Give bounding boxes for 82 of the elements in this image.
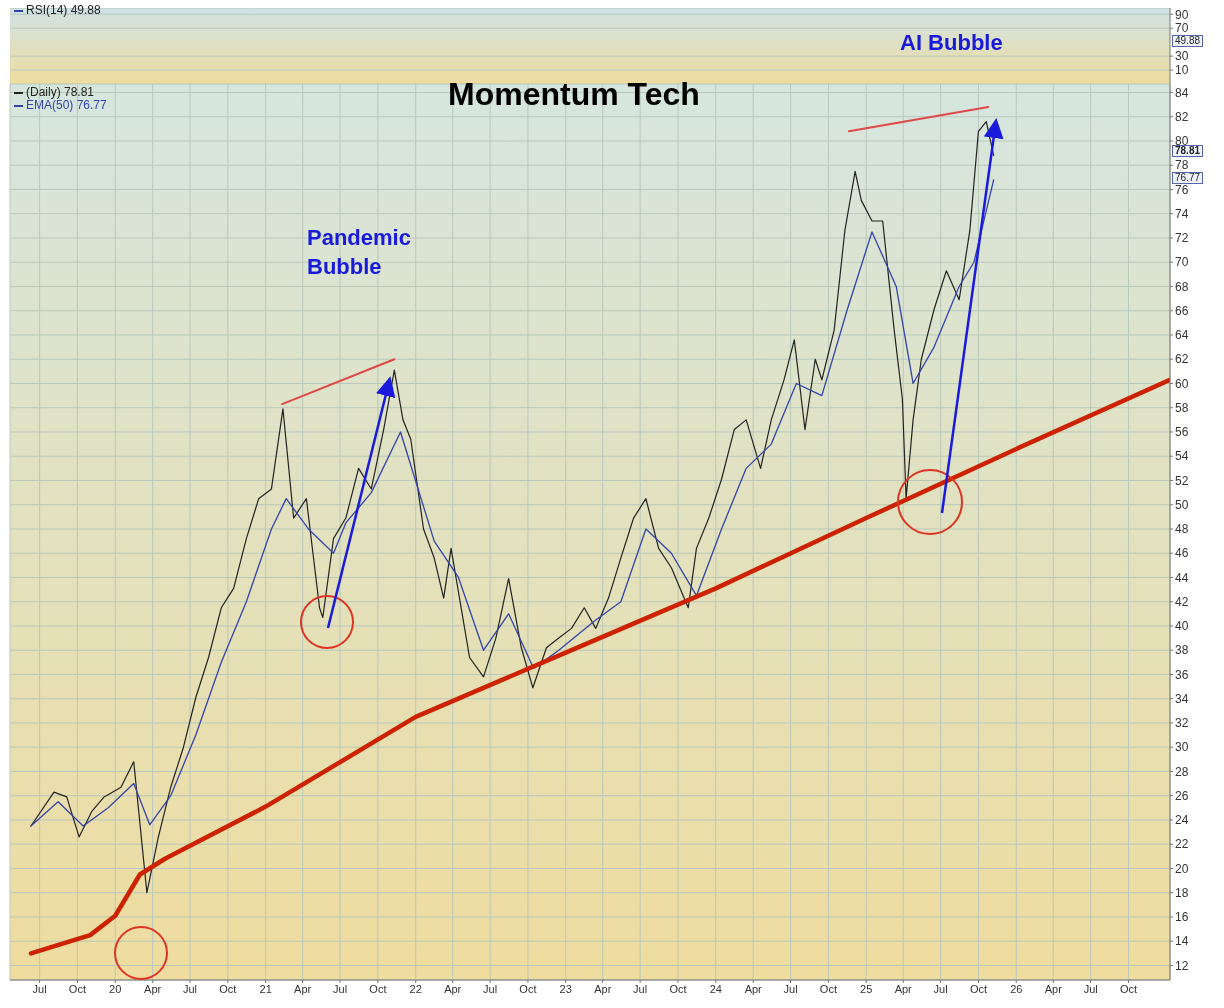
annotation: Pandemic Bubble (307, 224, 412, 281)
y-tick-label: 48 (1175, 522, 1189, 537)
y-tick-label: 54 (1175, 449, 1189, 464)
x-tick-label: 22 (409, 982, 422, 995)
y-tick-label: 78 (1175, 158, 1189, 173)
y-tick-label: 84 (1175, 85, 1189, 100)
x-tick-label: Oct (68, 982, 86, 995)
annotation: AI Bubble (900, 29, 1004, 57)
y-tick-label: 74 (1175, 206, 1189, 221)
line-series (30, 120, 995, 894)
y-tick-label: 22 (1175, 837, 1189, 852)
x-tick-label: Oct (819, 982, 837, 995)
y-tick-label: 46 (1175, 546, 1189, 561)
y-tick-label: 70 (1175, 255, 1189, 270)
legend-label: RSI(14) 49.88 (26, 3, 101, 17)
x-tick-label: Apr (594, 982, 612, 995)
y-tick-label: 70 (1175, 21, 1189, 36)
x-tick-label: 24 (709, 982, 722, 995)
text: 78.81 (1172, 145, 1204, 157)
x-tick-label: Jul (333, 982, 348, 995)
y-tick-label: 12 (1175, 958, 1189, 973)
x-tick-label: Jul (483, 982, 498, 995)
y-tick-label: 56 (1175, 425, 1189, 440)
y-tick-label: 76 (1175, 182, 1189, 197)
x-tick-label: Oct (669, 982, 687, 995)
x-tick-label: Oct (519, 982, 537, 995)
x-tick-label: 20 (109, 982, 122, 995)
legend-label: EMA(50) 76.77 (26, 98, 107, 112)
y-tick-label: 82 (1175, 110, 1189, 124)
y-tick-label: 30 (1175, 740, 1189, 755)
y-tick-label: 40 (1175, 619, 1189, 634)
y-tick-label: 34 (1175, 691, 1189, 706)
y-tick-label: 58 (1175, 400, 1189, 415)
y-tick-label: 20 (1175, 861, 1189, 876)
x-tick-label: 23 (559, 982, 572, 995)
y-tick-label: 10 (1175, 63, 1189, 78)
y-tick-label: 62 (1175, 352, 1189, 367)
x-tick-label: Jul (933, 982, 948, 995)
y-tick-label: 26 (1175, 788, 1189, 803)
x-tick-label: Apr (294, 982, 312, 995)
x-tick-label: 21 (259, 982, 272, 995)
y-tick-label: 60 (1175, 376, 1189, 391)
text: 76.77 (1172, 172, 1204, 184)
x-tick-label: Jul (633, 982, 648, 995)
x-tick-label: Apr (444, 982, 462, 995)
x-tick-label: Apr (894, 982, 913, 995)
y-tick-label: 52 (1175, 473, 1189, 488)
text: 49.88 (1172, 35, 1204, 47)
y-tick-label: 42 (1175, 594, 1189, 609)
y-tick-label: 66 (1175, 303, 1189, 318)
y-tick-label: 64 (1175, 328, 1189, 343)
x-tick-label: Jul (783, 982, 798, 995)
x-tick-label: 25 (860, 982, 873, 995)
x-tick-label: Oct (369, 982, 387, 995)
y-tick-label: 90 (1175, 7, 1189, 22)
y-tick-label: 28 (1175, 764, 1189, 779)
y-tick-label: 44 (1175, 570, 1189, 585)
y-tick-label: 24 (1175, 813, 1189, 828)
y-tick-label: 72 (1175, 231, 1189, 246)
y-tick-label: 50 (1175, 497, 1189, 512)
y-tick-label: 32 (1175, 716, 1189, 731)
legend-label: (Daily) 78.81 (26, 85, 95, 99)
y-tick-label: 30 (1175, 49, 1189, 64)
y-tick-label: 16 (1175, 910, 1189, 925)
x-tick-label: Apr (144, 982, 162, 995)
line-series (30, 179, 995, 827)
line-series (28, 377, 1170, 956)
x-tick-label: Oct (1119, 982, 1138, 995)
x-tick-label: Oct (969, 982, 988, 995)
x-tick-label: Apr (1044, 982, 1063, 995)
y-tick-label: 68 (1175, 279, 1189, 294)
x-tick-label: Jul (183, 982, 198, 995)
y-tick-label: 38 (1175, 643, 1189, 658)
y-tick-label: 36 (1175, 667, 1189, 682)
chart-title: Momentum Tech (448, 76, 700, 113)
x-tick-label: Jul (32, 982, 47, 995)
y-tick-label: 14 (1175, 934, 1189, 949)
x-tick-label: Oct (219, 982, 237, 995)
y-tick-label: 18 (1175, 885, 1189, 900)
x-tick-label: Jul (1083, 982, 1098, 995)
x-tick-label: Apr (744, 982, 763, 995)
x-tick-label: 26 (1010, 982, 1023, 995)
